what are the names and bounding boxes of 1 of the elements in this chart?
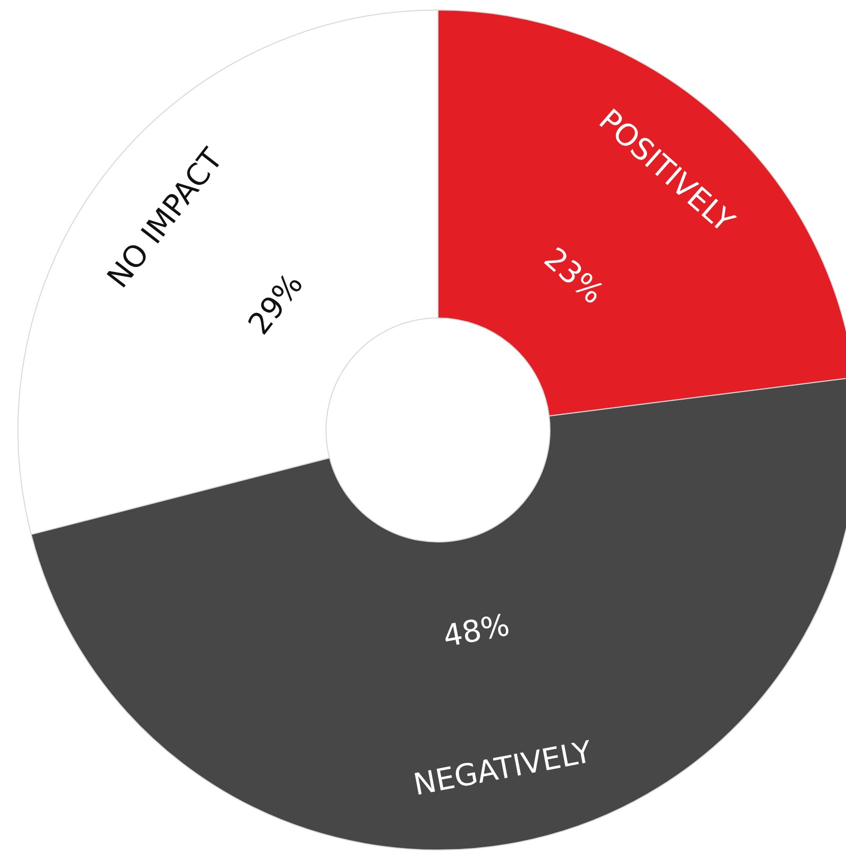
data-label: 48%: [440, 608, 512, 655]
